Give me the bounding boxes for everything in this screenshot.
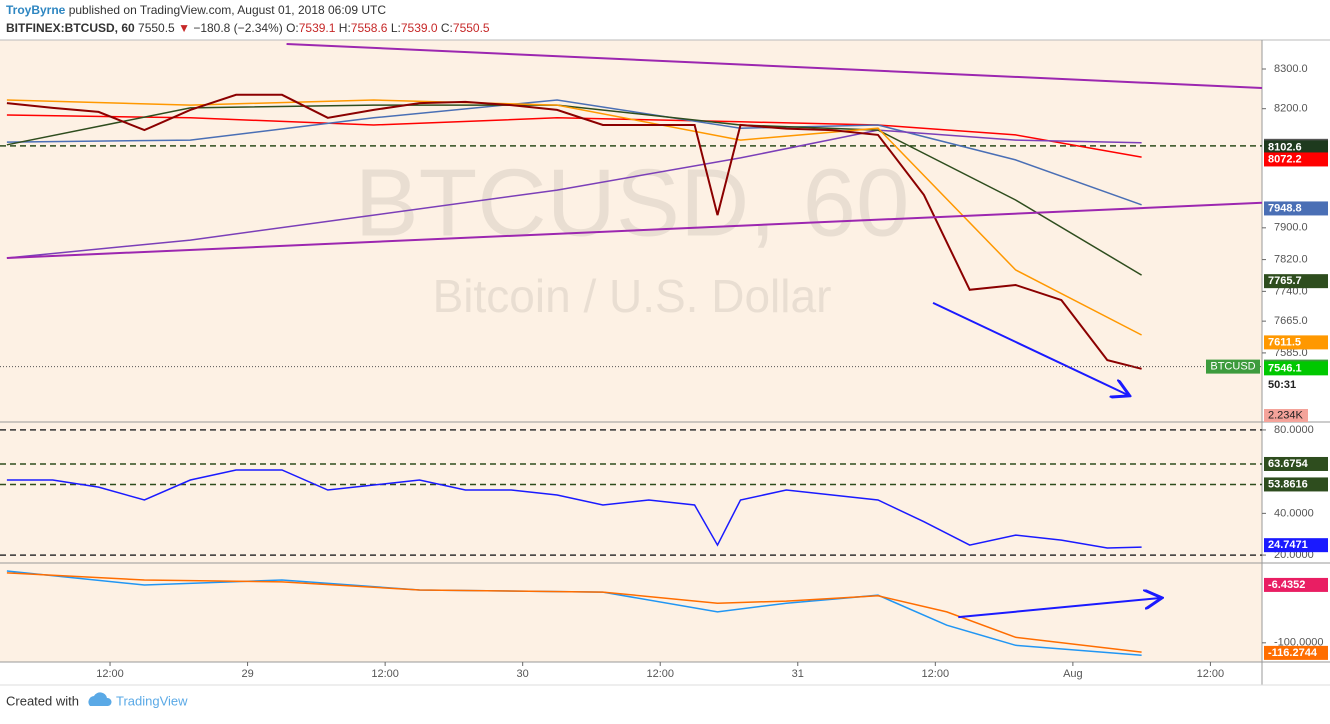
volume-label: 2.234K: [1268, 409, 1304, 421]
arrow: ▼: [178, 21, 190, 35]
header-line-2: BITFINEX:BTCUSD, 60 7550.5 ▼ −180.8 (−2.…: [6, 21, 490, 35]
x-tick-label: 31: [792, 668, 804, 680]
price-tag-label: -6.4352: [1268, 579, 1305, 591]
plot-area: [0, 40, 1262, 662]
y-tick-label: 7900.0: [1274, 222, 1308, 234]
price-tag: [1264, 456, 1328, 471]
x-tick-label: 30: [517, 668, 529, 680]
x-tick-label: 12:00: [1197, 668, 1225, 680]
change: −180.8 (−2.34%): [193, 21, 282, 35]
brand: TradingView: [116, 693, 188, 708]
series-line: [6, 572, 1142, 653]
x-tick-label: Aug: [1063, 668, 1083, 680]
price-tag-label: 53.8616: [1268, 478, 1308, 490]
price-tag: [1264, 152, 1328, 167]
y-tick-label: 40.0000: [1274, 507, 1314, 519]
header-line-1: TroyByrne published on TradingView.com, …: [6, 3, 386, 17]
published: published on TradingView.com, August 01,…: [69, 3, 387, 17]
price-tag: [1264, 645, 1328, 660]
price-tag-label: 7948.8: [1268, 202, 1302, 214]
x-tick-label: 12:00: [371, 668, 399, 680]
l-label: L:: [391, 21, 401, 35]
x-tick-label: 12:00: [922, 668, 950, 680]
price-tag-label: 24.7471: [1268, 539, 1308, 551]
price-tag: [1264, 335, 1328, 350]
price-tag: [1264, 477, 1328, 492]
price-tag-label: 63.6754: [1268, 458, 1309, 470]
x-tick-label: 29: [241, 668, 253, 680]
h: 7558.6: [351, 21, 388, 35]
x-tick-label: 12:00: [96, 668, 124, 680]
price-tag-label: 7765.7: [1268, 275, 1302, 287]
symbol: BITFINEX:BTCUSD, 60: [6, 21, 135, 35]
y-tick-label: 7820.0: [1274, 253, 1308, 265]
series-line: [6, 104, 1142, 276]
series-line: [6, 114, 1142, 158]
price-tag-label: 8072.2: [1268, 153, 1302, 165]
c-label: C:: [441, 21, 453, 35]
series-line: [6, 93, 1142, 370]
y-tick-label: 8300.0: [1274, 63, 1308, 75]
trend-line: [958, 598, 1160, 619]
trend-line: [6, 201, 1263, 260]
logo: [88, 692, 112, 706]
series-line: [6, 469, 1142, 549]
price-tag: [1264, 140, 1328, 155]
y-tick-label: 7585.0: [1274, 347, 1308, 359]
h-label: H:: [339, 21, 351, 35]
o: 7539.1: [299, 21, 336, 35]
price-tag: [1264, 201, 1328, 216]
symbol-tag: [1206, 359, 1260, 374]
volume-tag: [1264, 409, 1308, 422]
watermark-description: Bitcoin / U.S. Dollar: [433, 270, 832, 322]
created-with: Created with: [6, 693, 79, 708]
series-line: [6, 99, 1142, 336]
price-tag: [1264, 538, 1328, 553]
symbol-label: BTCUSD: [1210, 361, 1255, 373]
watermark-symbol: BTCUSD, 60: [355, 149, 910, 256]
o-label: O:: [286, 21, 299, 35]
countdown: 50:31: [1268, 379, 1296, 391]
x-tick-label: 12:00: [646, 668, 674, 680]
last: 7550.5: [138, 21, 175, 35]
trend-line: [286, 42, 1263, 90]
price-tag-label: 7546.1: [1268, 362, 1302, 374]
y-tick-label: -100.0000: [1274, 637, 1324, 649]
price-tag-label: -116.2744: [1268, 647, 1318, 659]
price-tag-label: 8102.6: [1268, 141, 1302, 153]
price-tag: [1264, 577, 1328, 592]
c: 7550.5: [453, 21, 490, 35]
series-line: [6, 99, 1142, 206]
author: TroyByrne: [6, 3, 66, 17]
countdown-tag: [1264, 378, 1300, 392]
chart-layer: 8300.0 8200.0 7900.0 7820.0 7740.0 7665.0 7585…: [0, 42, 1328, 680]
trend-line: [932, 301, 1128, 395]
price-tag: [1264, 274, 1328, 289]
series-line: [6, 129, 1142, 259]
y-tick-label: 7740.0: [1274, 285, 1308, 297]
y-tick-label: 7665.0: [1274, 315, 1308, 327]
y-tick-label: 8200.0: [1274, 103, 1308, 115]
price-tag-label: 7611.5: [1268, 336, 1301, 348]
l: 7539.0: [401, 21, 438, 35]
y-tick-label: 80.0000: [1274, 424, 1314, 436]
price-tag: [1264, 361, 1328, 376]
